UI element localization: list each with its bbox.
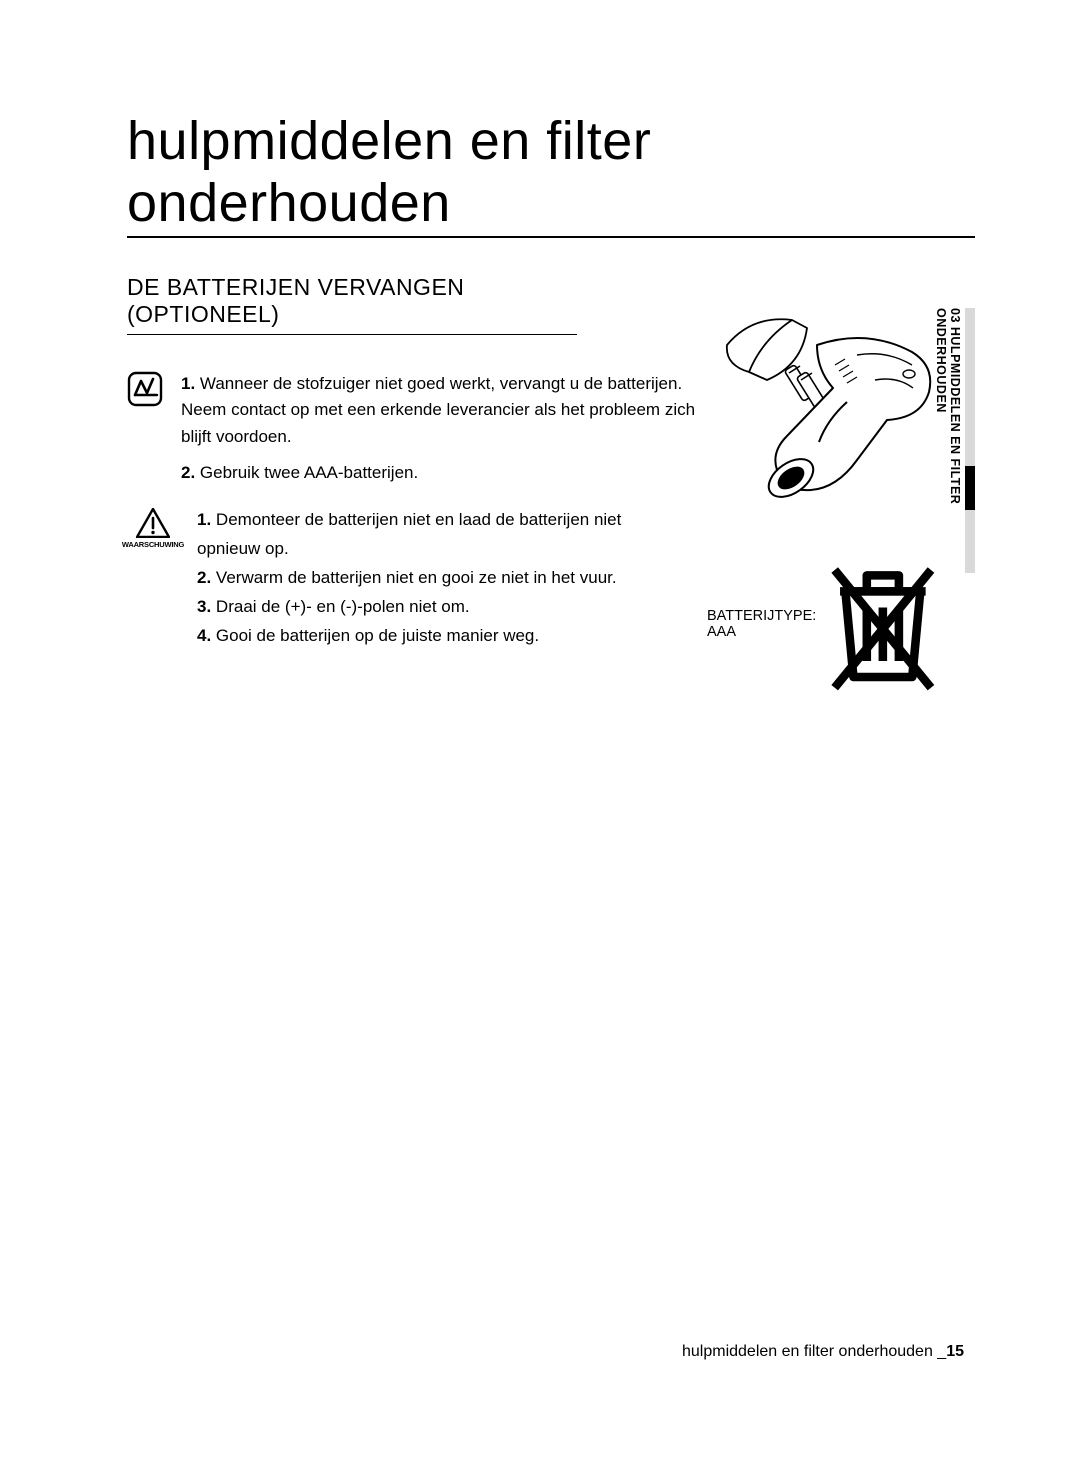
list-item: 4. Gooi de batterijen op de juiste manie… bbox=[197, 622, 627, 651]
item-number: 2. bbox=[181, 463, 195, 482]
battery-type-label: BATTERIJTYPE: AAA bbox=[707, 608, 816, 640]
warning-text-col: 1. Demonteer de batterijen niet en laad … bbox=[197, 506, 627, 650]
tab-bar-active bbox=[965, 466, 975, 510]
item-number: 1. bbox=[181, 374, 195, 393]
section-tab: 03 HULPMIDDELEN EN FILTER ONDERHOUDEN bbox=[953, 308, 975, 568]
page-number: 15 bbox=[946, 1343, 964, 1360]
item-text: Verwarm de batterijen niet en gooi ze ni… bbox=[216, 568, 617, 587]
list-item: 2. Verwarm de batterijen niet en gooi ze… bbox=[197, 564, 627, 593]
list-item: 1. Demonteer de batterijen niet en laad … bbox=[197, 506, 627, 564]
warning-label: WAARSCHUWING bbox=[122, 540, 184, 549]
item-number: 3. bbox=[197, 597, 211, 616]
item-text: Draai de (+)- en (-)-polen niet om. bbox=[216, 597, 470, 616]
item-text: Gooi de batterijen op de juiste manier w… bbox=[216, 626, 539, 645]
list-item: 1. Wanneer de stofzuiger niet goed werkt… bbox=[181, 371, 701, 450]
warning-icon-col: WAARSCHUWING bbox=[127, 506, 179, 549]
page-footer: hulpmiddelen en filter onderhouden _15 bbox=[682, 1343, 964, 1361]
battery-caption-row: BATTERIJTYPE: AAA bbox=[707, 526, 942, 721]
tab-label: 03 HULPMIDDELEN EN FILTER ONDERHOUDEN bbox=[944, 308, 962, 573]
page-title: hulpmiddelen en filter onderhouden bbox=[127, 110, 975, 238]
list-item: 3. Draai de (+)- en (-)-polen niet om. bbox=[197, 593, 627, 622]
tab-bar-grey bbox=[965, 308, 975, 573]
list-item: 2. Gebruik twee AAA-batterijen. bbox=[181, 460, 701, 486]
item-number: 2. bbox=[197, 568, 211, 587]
battery-illustration: BATTERIJTYPE: AAA bbox=[707, 310, 942, 721]
item-number: 1. bbox=[197, 510, 211, 529]
manual-page: hulpmiddelen en filter onderhouden DE BA… bbox=[0, 0, 1080, 1469]
item-text: Wanneer de stofzuiger niet goed werkt, v… bbox=[181, 374, 695, 446]
item-text: Gebruik twee AAA-batterijen. bbox=[200, 463, 418, 482]
warning-icon bbox=[136, 508, 170, 538]
note-text-col: 1. Wanneer de stofzuiger niet goed werkt… bbox=[181, 371, 701, 486]
footer-text: hulpmiddelen en filter onderhouden _ bbox=[682, 1343, 946, 1360]
no-bin-icon bbox=[824, 526, 942, 721]
section-heading: DE BATTERIJEN VERVANGEN (OPTIONEEL) bbox=[127, 274, 577, 335]
item-number: 4. bbox=[197, 626, 211, 645]
note-icon bbox=[127, 371, 163, 407]
item-text: Demonteer de batterijen niet en laad de … bbox=[197, 510, 621, 558]
